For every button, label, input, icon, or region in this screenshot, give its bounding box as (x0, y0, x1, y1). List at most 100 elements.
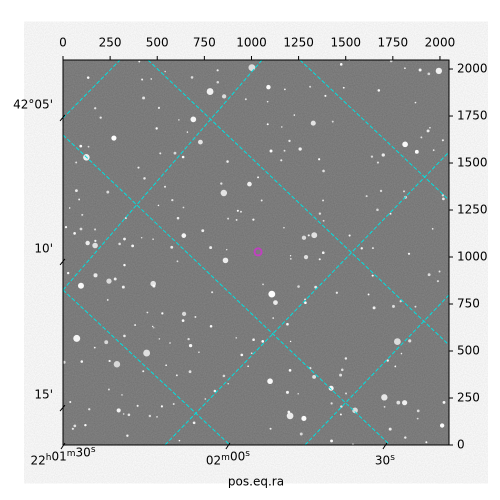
star (318, 158, 321, 161)
star (396, 400, 401, 405)
star (244, 98, 247, 101)
star (240, 210, 242, 213)
star (311, 232, 318, 239)
star (152, 238, 154, 240)
star (106, 190, 110, 194)
star (121, 394, 123, 396)
star (288, 139, 291, 143)
ra-tick (60, 442, 66, 450)
star (321, 251, 325, 255)
star (190, 116, 197, 123)
star (164, 70, 166, 73)
star (159, 152, 162, 155)
star (108, 359, 111, 363)
x-tick-label: 2000 (425, 36, 456, 50)
star (75, 189, 78, 193)
star (403, 190, 405, 193)
star (442, 400, 446, 404)
star (170, 245, 174, 249)
y-tick-label: 500 (457, 344, 480, 358)
star (113, 277, 117, 281)
star (99, 116, 102, 119)
star (418, 68, 422, 72)
star (164, 185, 166, 188)
star (209, 246, 213, 250)
star (268, 290, 276, 298)
y-tick-label: 0 (457, 438, 465, 452)
star (442, 197, 445, 201)
star (86, 76, 90, 79)
star (309, 85, 312, 88)
star (176, 216, 180, 220)
y-tick-label: 1000 (457, 250, 488, 264)
star (211, 291, 214, 294)
star (148, 414, 152, 418)
star (77, 282, 84, 289)
x-tick-label: 250 (99, 36, 122, 50)
star (367, 293, 370, 296)
star (252, 338, 255, 341)
star (379, 189, 383, 193)
star (79, 227, 83, 231)
star (93, 346, 96, 349)
star (176, 260, 179, 263)
star (414, 149, 419, 154)
star (297, 285, 300, 288)
star (330, 439, 333, 443)
star (136, 404, 139, 407)
star (225, 249, 228, 251)
star (190, 76, 194, 79)
star (365, 195, 368, 198)
star (94, 107, 97, 110)
star (340, 405, 343, 408)
star (344, 357, 348, 360)
wcs-grid-line (63, 60, 121, 119)
star (414, 101, 417, 104)
star (288, 368, 292, 372)
star (399, 300, 402, 303)
wcs-grid-line (63, 134, 391, 445)
star (106, 299, 109, 301)
x-tick-label: 500 (146, 36, 169, 50)
star (137, 166, 140, 169)
star (301, 415, 307, 421)
star (408, 339, 412, 343)
ra-tick-label: 02m00s (206, 449, 250, 468)
star (63, 360, 66, 364)
star (280, 159, 283, 162)
star (335, 291, 338, 294)
star (157, 106, 161, 109)
star (141, 78, 144, 81)
dec-tick-label: 10' (34, 241, 53, 255)
star (345, 392, 348, 395)
star (122, 413, 125, 415)
wcs-grid (63, 60, 449, 445)
star (111, 135, 117, 141)
star (431, 228, 434, 230)
y-tick-label: 750 (457, 297, 480, 311)
star (150, 78, 152, 80)
star (261, 340, 265, 343)
star (441, 139, 444, 142)
star (88, 408, 91, 411)
star (87, 145, 90, 148)
star (173, 151, 177, 155)
star (429, 126, 431, 129)
star (161, 312, 164, 315)
star (377, 89, 381, 92)
star (213, 389, 217, 393)
star (273, 300, 278, 305)
star (131, 244, 135, 248)
stars (63, 60, 446, 445)
star (92, 242, 98, 249)
star (267, 378, 273, 385)
star (339, 63, 343, 66)
dec-tick-label: 15' (34, 388, 53, 402)
star (94, 228, 97, 231)
star (236, 209, 239, 212)
star (247, 365, 250, 368)
star (235, 337, 238, 339)
star (181, 233, 187, 238)
star (250, 352, 253, 355)
star (252, 218, 255, 221)
